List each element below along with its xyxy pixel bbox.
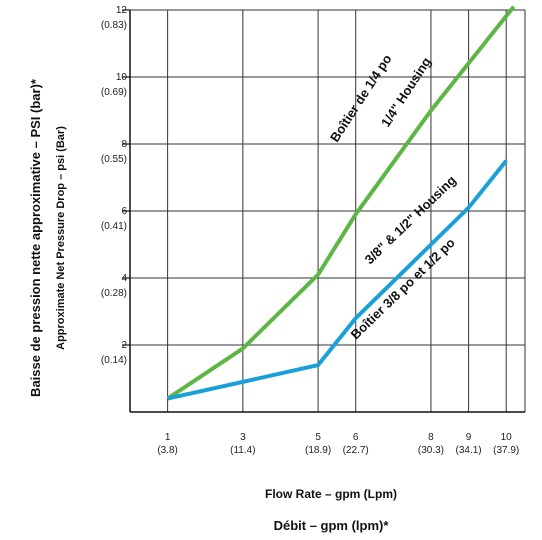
x-tick-sublabel: (3.8)	[157, 445, 178, 456]
y-tick-label: 2	[121, 340, 127, 351]
y-tick-sublabel: (0.41)	[101, 221, 127, 232]
y-tick-sublabel: (0.14)	[101, 355, 127, 366]
x-axis-title: Flow Rate – gpm (Lpm)	[265, 487, 397, 501]
y-tick-label: 8	[121, 139, 127, 150]
x-tick-labels: 1 (3.8) 3 (11.4) 5 (18.9) 6 (22.7) 8 (30.3) 9 (34.1…	[157, 432, 519, 456]
x-tick-label: 9	[466, 432, 472, 443]
series-line-1	[167, 159, 508, 401]
x-tick-sublabel: (30.3)	[418, 445, 444, 456]
series-line-0	[166, 5, 516, 401]
x-tick-label: 8	[428, 432, 434, 443]
x-tick-sublabel: (18.9)	[305, 445, 331, 456]
x-tick-label: 1	[165, 432, 171, 443]
x-tick-sublabel: (37.9)	[493, 445, 519, 456]
x-tick-label: 5	[315, 432, 321, 443]
y-tick-label: 12	[116, 5, 128, 16]
y-tick-labels: 2 (0.14) 4 (0.28) 6 (0.41) 8 (0.55) 10 (0.69) 12 (0…	[101, 5, 128, 366]
y-tick-sublabel: (0.83)	[101, 20, 127, 31]
series-lines	[166, 5, 516, 401]
x-tick-sublabel: (22.7)	[343, 445, 369, 456]
grid	[130, 9, 526, 412]
y-axis-title-fr: Baisse de pression nette approximative –…	[28, 78, 43, 397]
y-axis-title: Approximate Net Pressure Drop – psi (Bar…	[55, 126, 67, 350]
y-tick-label: 6	[121, 206, 127, 217]
x-tick-label: 3	[240, 432, 246, 443]
x-tick-sublabel: (34.1)	[456, 445, 482, 456]
y-tick-sublabel: (0.28)	[101, 288, 127, 299]
series-label-3-8-1-2-housing-fr: Boîtier 3/8 po et 1/2 po	[348, 235, 458, 342]
axes	[122, 9, 525, 413]
y-tick-label: 10	[116, 72, 128, 83]
x-tick-sublabel: (11.4)	[230, 445, 255, 456]
y-tick-sublabel: (0.69)	[101, 87, 127, 98]
y-tick-sublabel: (0.55)	[101, 154, 127, 165]
x-tick-label: 10	[501, 432, 513, 443]
x-tick-label: 6	[353, 432, 359, 443]
x-axis-title-fr: Débit – gpm (lpm)*	[274, 518, 390, 533]
y-tick-label: 4	[121, 273, 127, 284]
series-label-1-4-housing-fr: Boîtier de 1/4 po	[327, 52, 395, 145]
